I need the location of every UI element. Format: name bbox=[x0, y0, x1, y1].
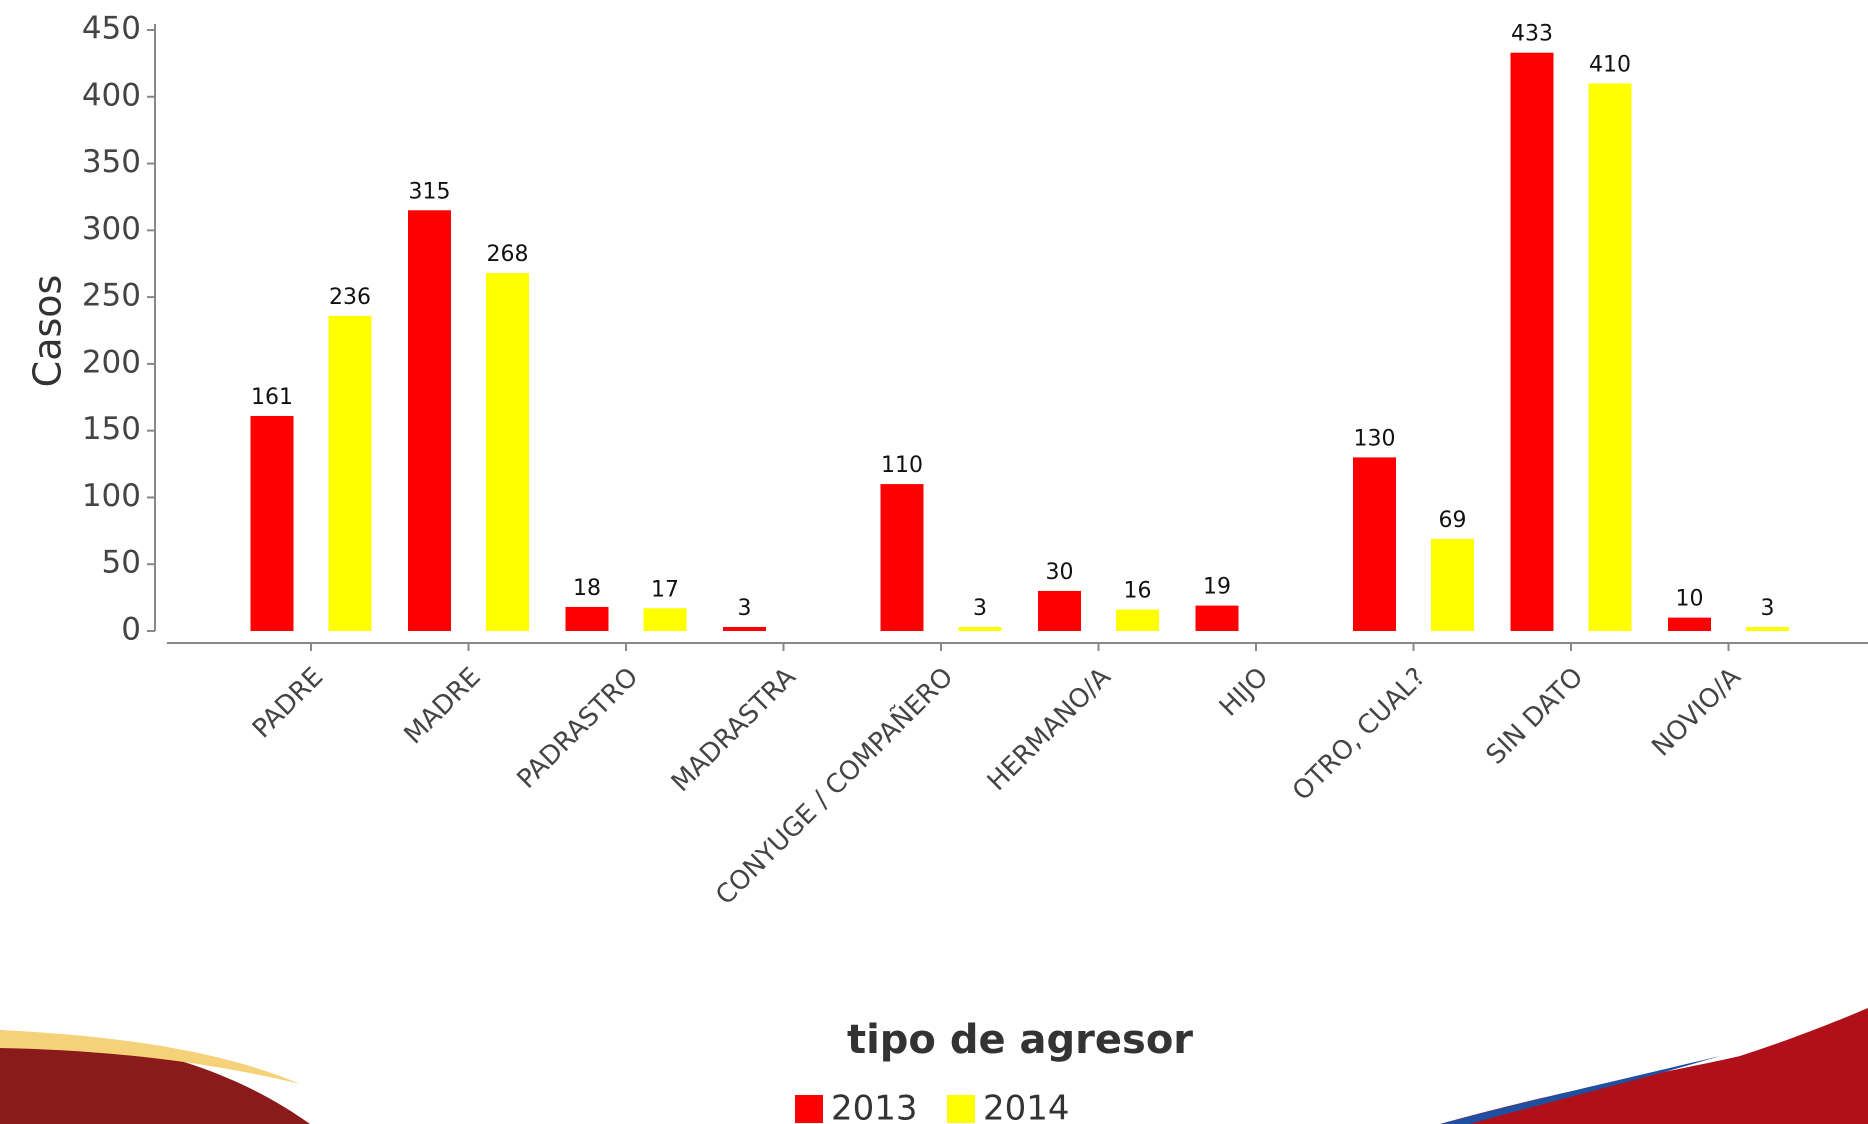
data-label: 110 bbox=[881, 453, 923, 478]
bar bbox=[328, 315, 372, 631]
decor bbox=[1440, 1056, 1720, 1124]
y-tick-label: 350 bbox=[82, 144, 141, 180]
bar bbox=[1510, 52, 1554, 631]
bar bbox=[1668, 617, 1711, 631]
data-label: 3 bbox=[738, 596, 752, 621]
y-tick-label: 300 bbox=[82, 211, 141, 247]
data-label: 30 bbox=[1046, 560, 1074, 585]
bar bbox=[486, 273, 529, 631]
x-tick-label: HIJO bbox=[1214, 662, 1274, 722]
data-label: 19 bbox=[1203, 575, 1231, 600]
data-label: 18 bbox=[573, 576, 601, 601]
data-label: 3 bbox=[973, 596, 987, 621]
bar bbox=[250, 415, 294, 631]
bar bbox=[723, 626, 766, 631]
legend-swatch bbox=[795, 1095, 823, 1123]
y-tick-label: 250 bbox=[82, 278, 141, 314]
x-tick-label: MADRE bbox=[399, 662, 487, 750]
bar bbox=[1431, 538, 1474, 631]
y-tick-label: 150 bbox=[82, 411, 141, 447]
data-label: 433 bbox=[1511, 22, 1553, 47]
bar bbox=[1353, 457, 1396, 631]
y-tick-label: 450 bbox=[82, 11, 141, 47]
legend: 2013 2014 bbox=[795, 1089, 1070, 1124]
x-tick-label: OTRO, CUAL? bbox=[1287, 662, 1432, 807]
x-tick-label: PADRASTRO bbox=[512, 662, 645, 795]
y-tick-label: 400 bbox=[82, 77, 141, 113]
x-tick-label: PADRE bbox=[247, 662, 329, 744]
bar bbox=[958, 626, 1002, 631]
x-tick-label: SIN DATO bbox=[1481, 662, 1590, 771]
y-axis-label: Casos bbox=[26, 275, 70, 388]
data-label: 315 bbox=[409, 179, 451, 204]
decor bbox=[0, 1030, 310, 1124]
data-label: 130 bbox=[1354, 426, 1396, 451]
bar bbox=[1746, 626, 1789, 631]
data-label: 161 bbox=[251, 385, 293, 410]
decor bbox=[1440, 1008, 1868, 1124]
bar bbox=[1588, 83, 1632, 631]
y-tick-label: 50 bbox=[102, 545, 141, 581]
decor bbox=[0, 1030, 300, 1084]
x-tick-label: HERMANO/A bbox=[982, 662, 1117, 797]
data-label: 268 bbox=[487, 242, 529, 267]
y-tick-label: 200 bbox=[82, 344, 141, 380]
y-tick-label: 0 bbox=[121, 612, 141, 648]
bar bbox=[643, 608, 687, 631]
x-axis-label: tipo de agresor bbox=[847, 1017, 1193, 1063]
bar bbox=[565, 606, 609, 631]
data-label: 410 bbox=[1589, 52, 1631, 77]
x-tick-label: MADRASTRA bbox=[666, 662, 802, 798]
data-label: 69 bbox=[1439, 508, 1467, 533]
legend-label: 2013 bbox=[831, 1089, 918, 1124]
bar bbox=[408, 210, 451, 632]
bar bbox=[1195, 605, 1239, 631]
bar bbox=[880, 484, 924, 631]
data-label: 16 bbox=[1124, 579, 1152, 604]
data-label: 17 bbox=[651, 577, 679, 602]
data-label: 236 bbox=[329, 285, 371, 310]
data-label: 10 bbox=[1676, 587, 1704, 612]
x-tick-label: NOVIO/A bbox=[1646, 662, 1747, 763]
data-label: 3 bbox=[1761, 596, 1775, 621]
bar bbox=[1116, 609, 1159, 631]
legend-swatch bbox=[947, 1095, 975, 1123]
bar bbox=[1038, 590, 1081, 631]
legend-label: 2014 bbox=[983, 1089, 1070, 1124]
y-tick-label: 100 bbox=[82, 478, 141, 514]
